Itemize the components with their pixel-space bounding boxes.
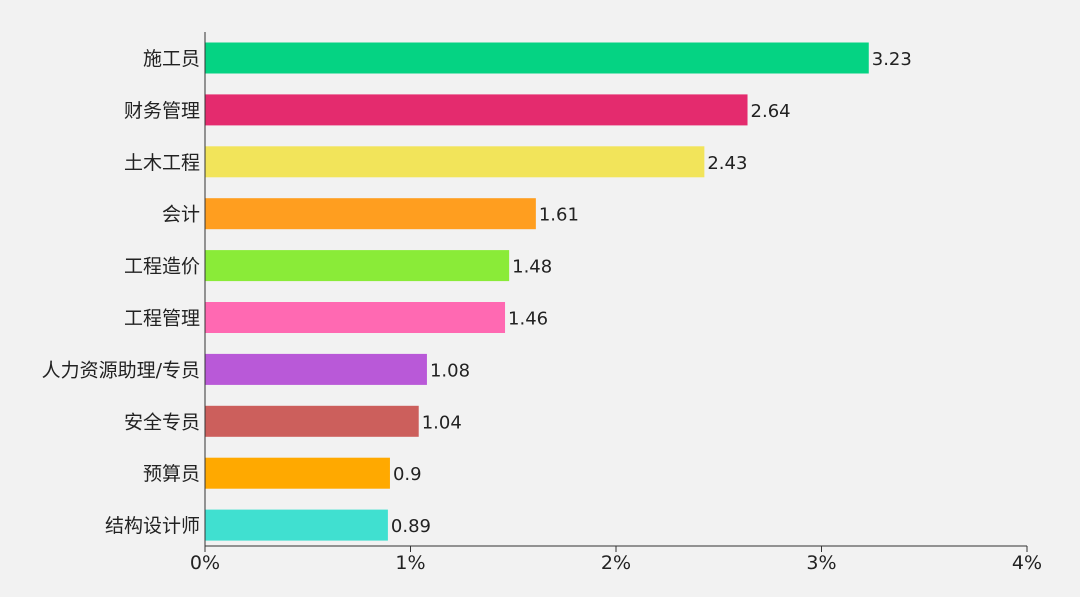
value-label-7: 1.08 [430,360,470,381]
value-labels-group: 3.23 2.64 2.43 1.61 1.48 1.46 1.08 1.04 0.9 0.89 [391,49,912,537]
category-label-9: 预算员 [143,463,200,485]
bar-10 [205,509,388,541]
category-label-8: 安全专员 [124,411,200,433]
bar-5 [205,250,510,282]
value-label-9: 0.9 [393,464,422,485]
x-tick-label-2: 2% [601,552,631,574]
category-label-2: 财务管理 [124,100,200,122]
bar-8 [205,405,419,437]
bar-1 [205,42,869,74]
x-tick-label-0: 0% [190,552,220,574]
value-label-1: 3.23 [872,49,912,70]
value-label-10: 0.89 [391,516,431,537]
value-label-2: 2.64 [751,101,791,122]
category-label-5: 工程造价 [124,256,200,278]
x-tick-label-1: 1% [395,552,425,574]
value-label-8: 1.04 [422,412,462,433]
value-label-6: 1.46 [508,309,548,330]
category-label-7: 人力资源助理/专员 [42,359,200,381]
bar-9 [205,457,390,489]
bar-6 [205,302,506,333]
value-label-3: 2.43 [707,153,747,174]
value-label-5: 1.48 [512,257,552,278]
bar-7 [205,353,427,385]
category-label-1: 施工员 [143,48,200,70]
category-label-6: 工程管理 [124,308,200,330]
category-label-3: 土木工程 [124,152,200,174]
x-tick-label-4: 4% [1012,552,1042,574]
bars-group [205,42,869,541]
category-label-10: 结构设计师 [105,515,200,537]
bar-4 [205,198,536,230]
bar-2 [205,94,748,126]
x-ticks-group: 0% 1% 2% 3% 4% [190,546,1042,574]
category-labels-group: 施工员财务管理土木工程会计工程造价工程管理人力资源助理/专员安全专员预算员结构设… [42,48,200,537]
bar-3 [205,146,705,178]
value-label-4: 1.61 [539,205,579,226]
category-label-4: 会计 [162,204,200,226]
x-tick-label-3: 3% [806,552,836,574]
